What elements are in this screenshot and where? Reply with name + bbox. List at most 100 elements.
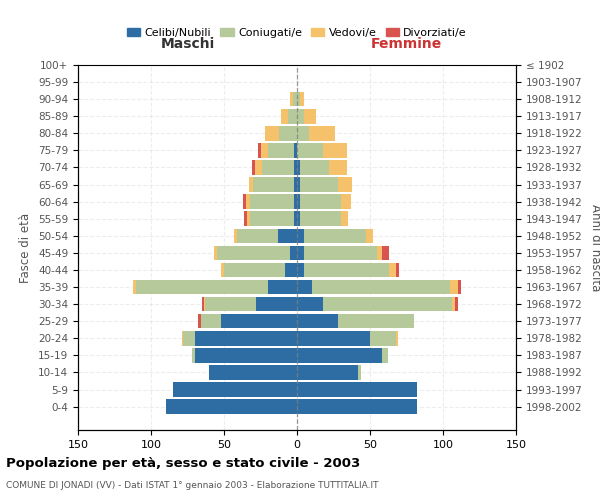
Bar [300,92,304,106]
Bar [294,143,297,158]
Bar [382,348,388,362]
Bar [304,246,377,260]
Bar [293,92,297,106]
Bar [294,178,297,192]
Bar [286,262,297,277]
Bar [237,228,278,243]
Bar [377,246,382,260]
Bar [265,126,280,140]
Bar [396,262,399,277]
Bar [209,365,297,380]
Bar [195,348,297,362]
Bar [183,331,195,345]
Bar [358,365,361,380]
Bar [243,194,246,209]
Bar [214,246,217,260]
Bar [297,348,382,362]
Bar [203,297,205,312]
Bar [262,160,294,175]
Bar [221,314,297,328]
Bar [329,160,347,175]
Bar [300,160,329,175]
Bar [256,297,297,312]
Bar [452,297,455,312]
Bar [297,280,311,294]
Bar [338,314,414,328]
Bar [294,212,297,226]
Bar [133,280,136,294]
Bar [250,194,294,209]
Bar [244,212,247,226]
Bar [458,280,461,294]
Bar [341,212,348,226]
Bar [297,400,417,414]
Bar [304,262,389,277]
Bar [205,297,256,312]
Bar [297,126,308,140]
Bar [323,297,452,312]
Bar [308,126,335,140]
Bar [297,228,304,243]
Bar [290,246,297,260]
Bar [297,194,300,209]
Bar [304,228,365,243]
Bar [268,280,297,294]
Text: Maschi: Maschi [160,38,215,52]
Bar [297,365,358,380]
Bar [247,212,250,226]
Bar [281,109,288,124]
Bar [297,382,417,397]
Y-axis label: Fasce di età: Fasce di età [19,212,32,282]
Bar [221,262,224,277]
Bar [202,297,203,312]
Bar [278,228,297,243]
Legend: Celibi/Nubili, Coniugati/e, Vedovi/e, Divorziati/e: Celibi/Nubili, Coniugati/e, Vedovi/e, Di… [122,23,472,42]
Bar [268,143,294,158]
Bar [280,126,297,140]
Y-axis label: Anni di nascita: Anni di nascita [589,204,600,291]
Bar [249,178,253,192]
Bar [300,194,341,209]
Text: Femmine: Femmine [371,38,442,52]
Bar [297,160,300,175]
Bar [304,109,316,124]
Bar [338,178,352,192]
Bar [323,143,347,158]
Bar [260,143,268,158]
Bar [294,194,297,209]
Bar [297,262,304,277]
Bar [166,400,297,414]
Bar [300,212,341,226]
Text: COMUNE DI JONADI (VV) - Dati ISTAT 1° gennaio 2003 - Elaborazione TUTTITALIA.IT: COMUNE DI JONADI (VV) - Dati ISTAT 1° ge… [6,481,379,490]
Bar [297,297,323,312]
Bar [297,92,300,106]
Bar [288,109,297,124]
Bar [365,228,373,243]
Bar [136,280,268,294]
Bar [182,331,183,345]
Bar [198,314,200,328]
Bar [217,246,290,260]
Bar [455,297,458,312]
Bar [195,331,297,345]
Bar [173,382,297,397]
Bar [290,92,293,106]
Bar [224,262,286,277]
Bar [297,178,300,192]
Bar [254,160,262,175]
Bar [252,160,254,175]
Bar [389,262,396,277]
Bar [297,109,304,124]
Bar [311,280,451,294]
Text: Popolazione per età, sesso e stato civile - 2003: Popolazione per età, sesso e stato civil… [6,458,360,470]
Bar [297,143,323,158]
Bar [294,160,297,175]
Bar [297,212,300,226]
Bar [250,212,294,226]
Bar [253,178,294,192]
Bar [370,331,396,345]
Bar [450,280,458,294]
Bar [382,246,389,260]
Bar [257,143,260,158]
Bar [300,178,338,192]
